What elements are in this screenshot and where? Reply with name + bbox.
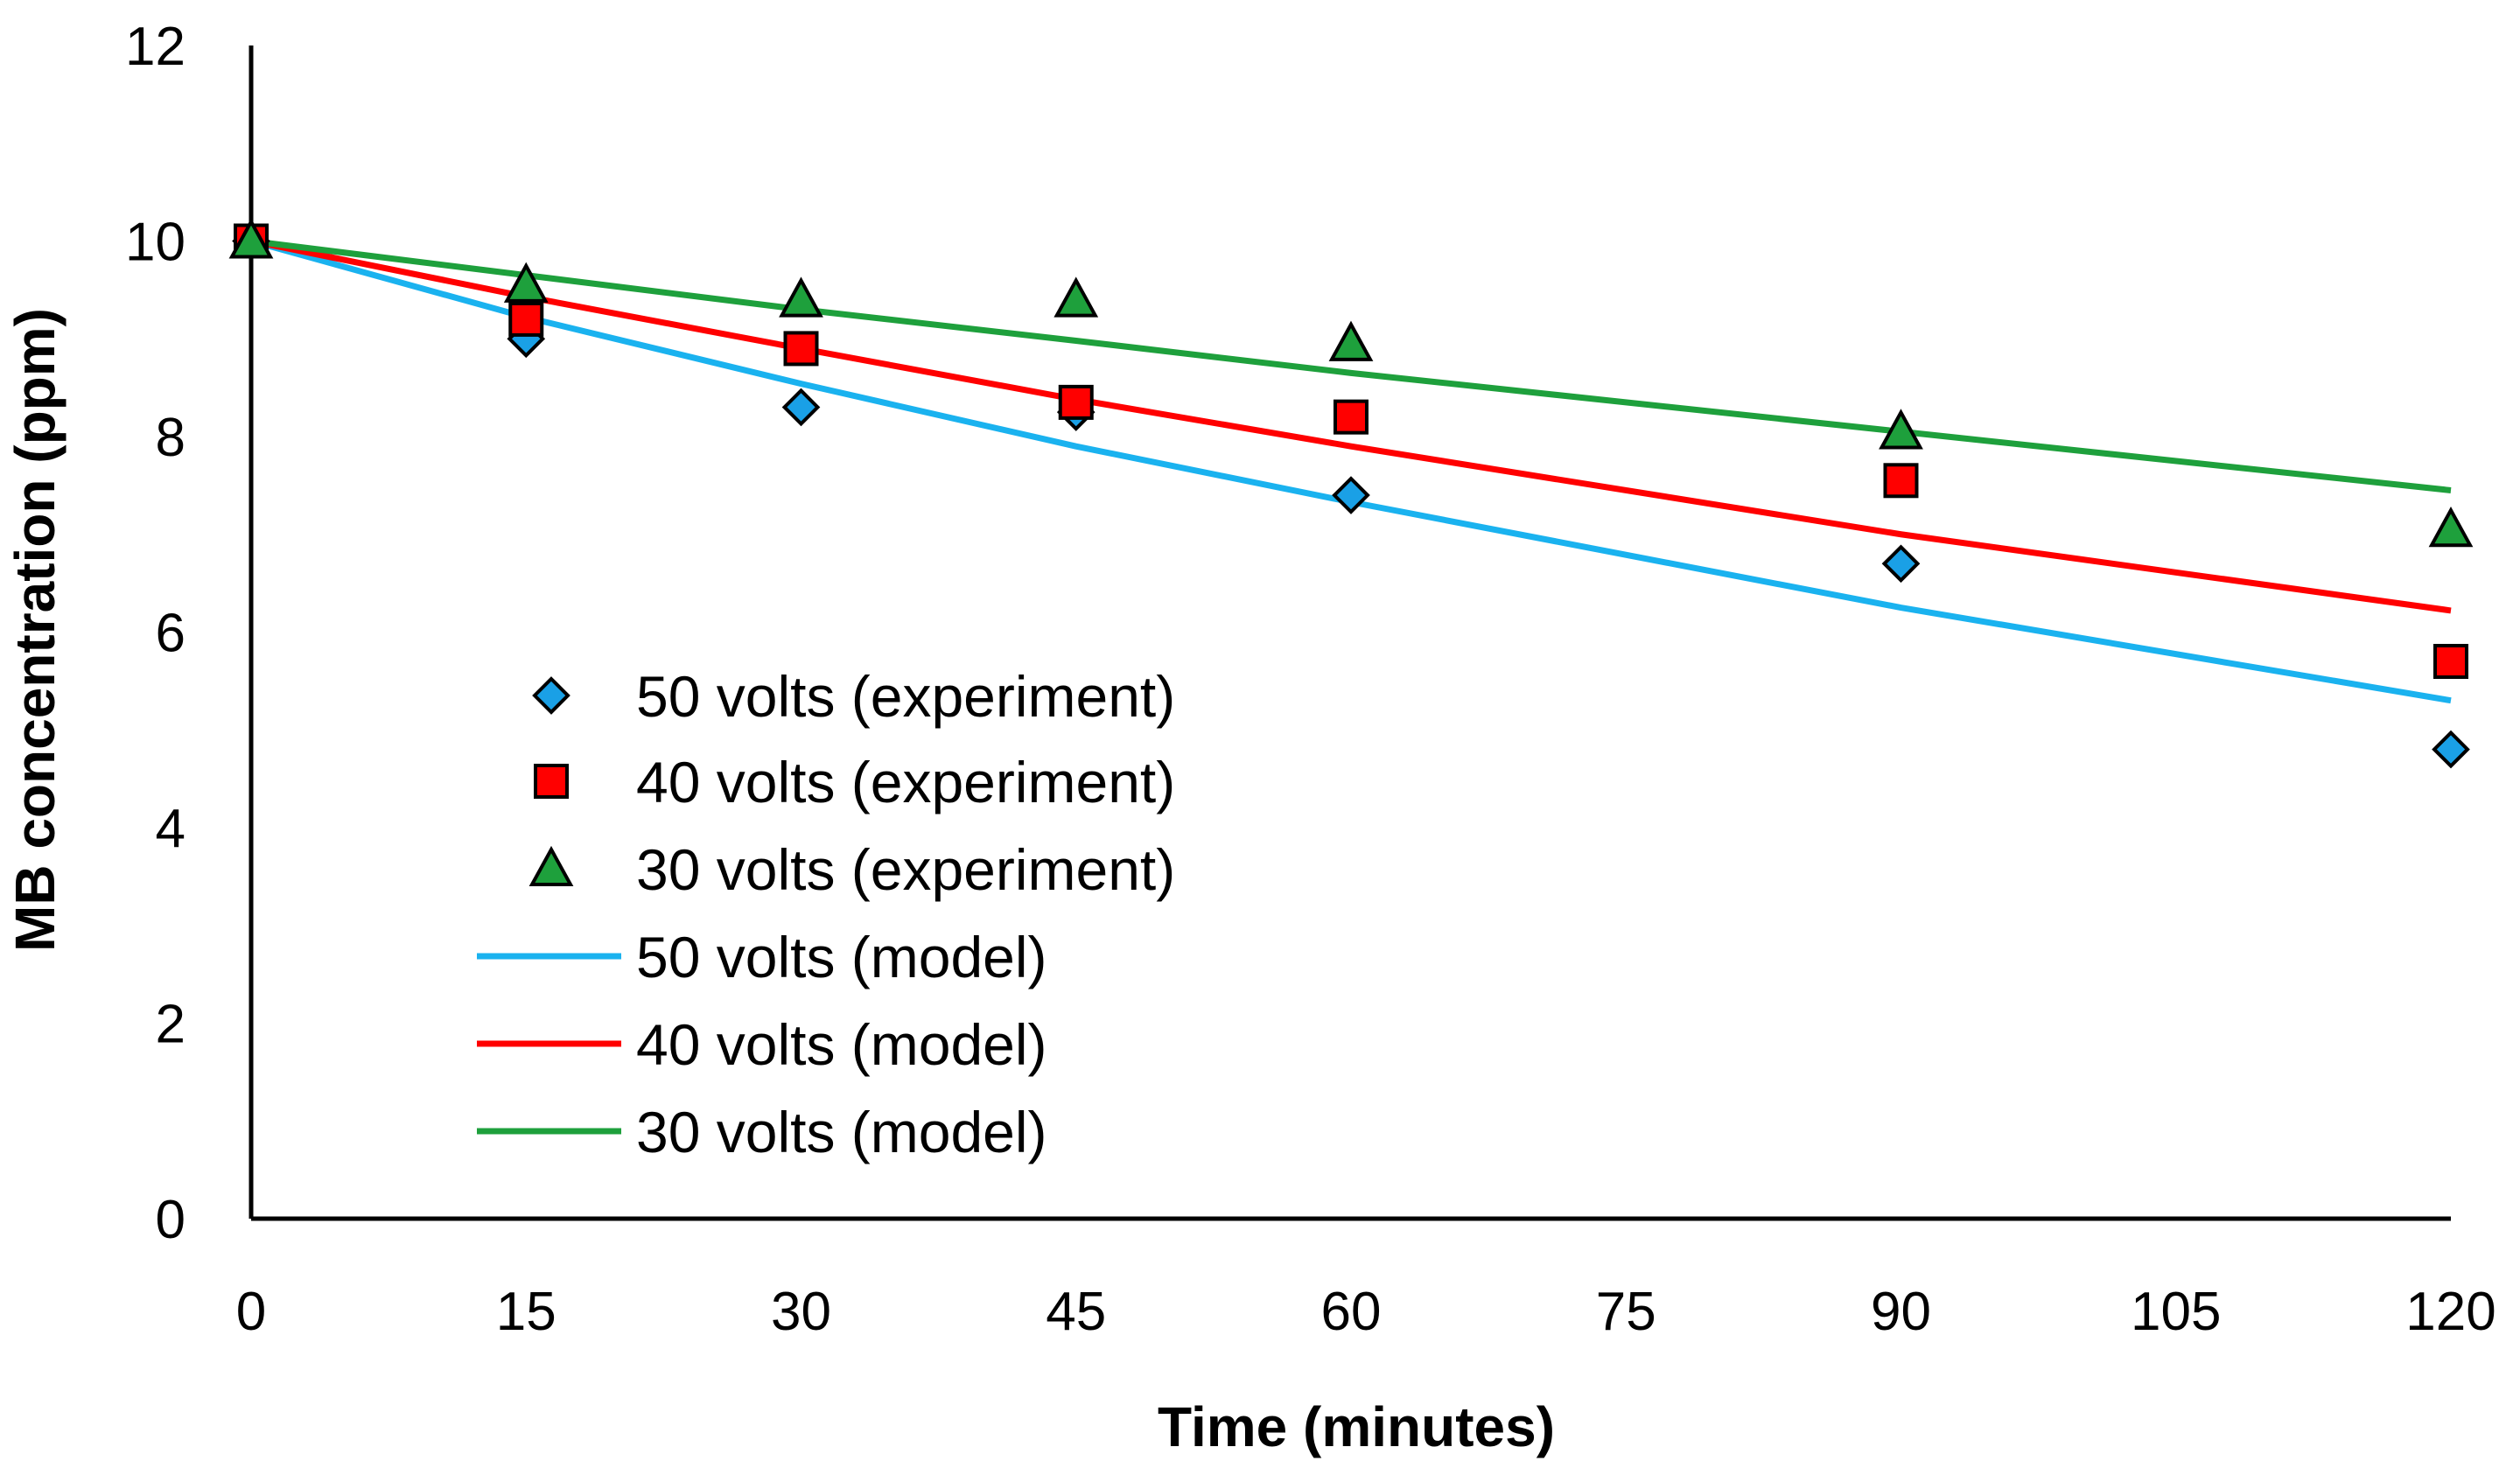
x-axis-title: Time (minutes) <box>1158 1395 1555 1458</box>
y-tick-label: 2 <box>156 995 186 1055</box>
y-tick-label: 12 <box>125 17 186 77</box>
y-tick-label: 0 <box>156 1190 186 1250</box>
legend: 50 volts (experiment) 40 volts (experimen… <box>477 664 1175 1164</box>
series-line-30-volts-model <box>250 238 2452 493</box>
data-point-30-volts-experiment <box>1879 409 1923 450</box>
legend-item: 50 volts (model) <box>477 925 1047 989</box>
legend-item: 30 volts (experiment) <box>528 837 1175 902</box>
legend-item: 40 volts (model) <box>477 1012 1047 1077</box>
legend-label: 40 volts (experiment) <box>636 750 1175 814</box>
data-point-30-volts-experiment <box>2428 507 2474 548</box>
data-point-30-volts-experiment <box>779 276 823 318</box>
x-tick-label: 120 <box>2405 1282 2496 1342</box>
data-point-30-volts-experiment <box>1054 276 1099 318</box>
model-lines <box>250 238 2452 704</box>
legend-symbol-square <box>534 764 569 799</box>
y-tick-label: 6 <box>156 604 186 664</box>
data-point-50-volts-experiment <box>1332 476 1370 514</box>
legend-symbol-triangle <box>528 845 574 887</box>
legend-item: 30 volts (model) <box>477 1100 1047 1164</box>
y-axis-title: MB concentration (ppm) <box>4 308 66 952</box>
x-tick-label: 90 <box>1871 1282 1931 1342</box>
x-tick-label: 0 <box>236 1282 266 1342</box>
data-point-30-volts-experiment <box>1328 320 1374 361</box>
x-tick-label: 45 <box>1046 1282 1106 1342</box>
tick-labels: 0 15 30 45 60 75 90 105 120 0 2 4 6 8 10 12 <box>125 17 2496 1342</box>
data-point-40-volts-experiment <box>1058 384 1094 420</box>
data-point-40-volts-experiment <box>1883 463 1919 499</box>
x-tick-label: 105 <box>2131 1282 2221 1342</box>
y-tick-label: 4 <box>156 799 186 859</box>
x-tick-label: 15 <box>496 1282 556 1342</box>
data-point-50-volts-experiment <box>1881 544 1921 584</box>
legend-symbol-diamond <box>532 676 570 715</box>
x-tick-label: 30 <box>771 1282 831 1342</box>
y-tick-label: 10 <box>125 213 186 273</box>
legend-label: 30 volts (experiment) <box>636 837 1175 902</box>
legend-item: 50 volts (experiment) <box>532 664 1175 729</box>
legend-label: 30 volts (model) <box>636 1100 1047 1164</box>
x-tick-label: 75 <box>1596 1282 1656 1342</box>
data-point-30-volts-experiment <box>503 262 549 303</box>
data-point-50-volts-experiment <box>781 388 821 427</box>
x-tick-label: 60 <box>1321 1282 1382 1342</box>
data-point-30-volts-experiment <box>228 218 274 259</box>
experiment-markers <box>228 218 2474 769</box>
legend-item: 40 volts (experiment) <box>534 750 1175 814</box>
legend-label: 50 volts (experiment) <box>636 664 1175 729</box>
data-point-40-volts-experiment <box>508 301 544 337</box>
data-point-40-volts-experiment <box>1334 399 1368 435</box>
legend-label: 40 volts (model) <box>636 1012 1047 1077</box>
data-point-50-volts-experiment <box>2432 730 2470 769</box>
legend-label: 50 volts (model) <box>636 925 1047 989</box>
data-point-40-volts-experiment <box>2433 644 2468 680</box>
data-point-40-volts-experiment <box>783 331 819 367</box>
y-tick-label: 8 <box>156 408 186 468</box>
